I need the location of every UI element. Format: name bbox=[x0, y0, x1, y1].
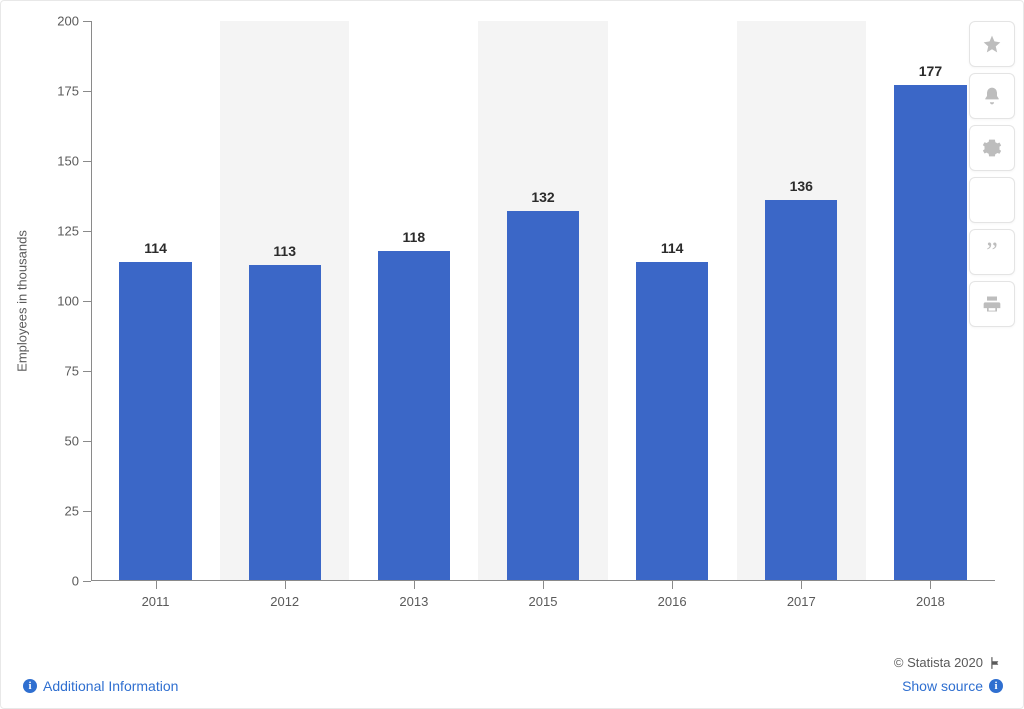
x-axis-line bbox=[91, 580, 995, 581]
chart-card: ” Employees in thousands 025507510012515… bbox=[0, 0, 1024, 709]
notify-button[interactable] bbox=[969, 73, 1015, 119]
y-tick-label: 100 bbox=[57, 294, 91, 309]
info-icon: i bbox=[23, 679, 37, 693]
gear-icon bbox=[982, 138, 1002, 158]
favorite-button[interactable] bbox=[969, 21, 1015, 67]
y-tick-label: 25 bbox=[65, 504, 91, 519]
y-axis-label: Employees in thousands bbox=[15, 230, 30, 372]
side-toolbar: ” bbox=[969, 21, 1015, 327]
x-tick bbox=[156, 581, 157, 589]
x-tick-label: 2017 bbox=[787, 594, 816, 609]
bar[interactable] bbox=[378, 251, 450, 581]
x-tick bbox=[930, 581, 931, 589]
info-icon: i bbox=[989, 679, 1003, 693]
x-tick bbox=[285, 581, 286, 589]
plot-canvas: 0255075100125150175200201111420121132013… bbox=[91, 21, 995, 581]
bar-value-label: 113 bbox=[273, 243, 296, 265]
bar-value-label: 114 bbox=[144, 240, 167, 262]
copyright: © Statista 2020 bbox=[894, 655, 1003, 670]
settings-button[interactable] bbox=[969, 125, 1015, 171]
print-button[interactable] bbox=[969, 281, 1015, 327]
bar[interactable] bbox=[765, 200, 837, 581]
additional-info-link[interactable]: i Additional Information bbox=[23, 678, 178, 694]
print-icon bbox=[982, 294, 1002, 314]
y-tick-label: 150 bbox=[57, 154, 91, 169]
bar[interactable] bbox=[894, 85, 966, 581]
x-tick bbox=[543, 581, 544, 589]
y-tick-label: 200 bbox=[57, 14, 91, 29]
x-tick-label: 2015 bbox=[529, 594, 558, 609]
x-tick-label: 2013 bbox=[399, 594, 428, 609]
bar-value-label: 136 bbox=[790, 178, 813, 200]
bar-value-label: 177 bbox=[919, 63, 942, 85]
plot-area: Employees in thousands 02550751001251501… bbox=[36, 21, 1005, 581]
bar-value-label: 118 bbox=[403, 229, 426, 251]
bar[interactable] bbox=[636, 262, 708, 581]
star-icon bbox=[982, 34, 1002, 54]
y-tick-label: 175 bbox=[57, 84, 91, 99]
blank-button[interactable] bbox=[969, 177, 1015, 223]
x-tick bbox=[414, 581, 415, 589]
bar-value-label: 132 bbox=[531, 189, 554, 211]
x-tick bbox=[801, 581, 802, 589]
bar-value-label: 114 bbox=[661, 240, 684, 262]
y-tick-label: 0 bbox=[72, 574, 91, 589]
x-tick bbox=[672, 581, 673, 589]
x-tick-label: 2018 bbox=[916, 594, 945, 609]
show-source-label: Show source bbox=[902, 678, 983, 694]
y-tick-label: 50 bbox=[65, 434, 91, 449]
y-axis-line bbox=[91, 21, 92, 581]
quote-icon: ” bbox=[986, 239, 998, 265]
flag-icon bbox=[989, 656, 1003, 670]
x-tick-label: 2016 bbox=[658, 594, 687, 609]
chart-footer: i Additional Information © Statista 2020… bbox=[23, 655, 1003, 694]
additional-info-label: Additional Information bbox=[43, 678, 178, 694]
cite-button[interactable]: ” bbox=[969, 229, 1015, 275]
bell-icon bbox=[982, 86, 1002, 106]
y-tick-label: 125 bbox=[57, 224, 91, 239]
copyright-text: © Statista 2020 bbox=[894, 655, 983, 670]
bar[interactable] bbox=[249, 265, 321, 581]
y-tick-label: 75 bbox=[65, 364, 91, 379]
bar[interactable] bbox=[119, 262, 191, 581]
bar[interactable] bbox=[507, 211, 579, 581]
show-source-link[interactable]: Show source i bbox=[902, 678, 1003, 694]
x-tick-label: 2011 bbox=[142, 594, 170, 609]
footer-right: © Statista 2020 Show source i bbox=[894, 655, 1003, 694]
x-tick-label: 2012 bbox=[270, 594, 299, 609]
